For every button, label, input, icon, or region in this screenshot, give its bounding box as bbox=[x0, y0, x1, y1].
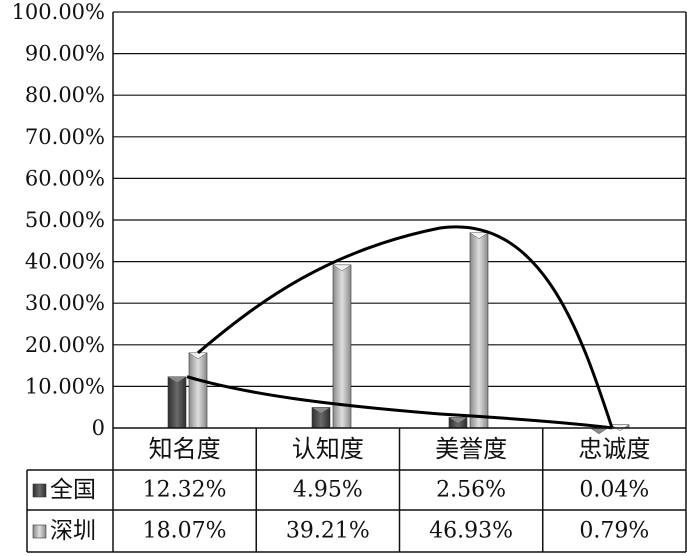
x-tick-label: 认知度 bbox=[292, 435, 364, 463]
legend-label: 深圳 bbox=[50, 518, 96, 544]
data-table-value: 12.32% bbox=[143, 478, 227, 503]
bar-cap bbox=[167, 376, 187, 384]
bar-national bbox=[167, 376, 187, 429]
gridlines bbox=[113, 11, 686, 387]
y-tick-label: 40.00% bbox=[25, 250, 105, 274]
y-tick-label: 70.00% bbox=[25, 125, 105, 149]
legend-swatch bbox=[32, 483, 47, 498]
trend-curve-national bbox=[186, 375, 613, 430]
data-table-value: 0.79% bbox=[579, 519, 649, 544]
trend-curves bbox=[186, 225, 614, 430]
y-tick-label: 100.00% bbox=[12, 0, 105, 24]
data-table-value: 4.95% bbox=[293, 478, 363, 503]
y-tick-label: 90.00% bbox=[25, 42, 105, 66]
legend-swatch bbox=[32, 524, 47, 539]
y-tick-label: 20.00% bbox=[25, 333, 105, 357]
bar-shenzhen bbox=[469, 232, 489, 429]
bar-cap bbox=[469, 232, 489, 240]
x-tick-label: 知名度 bbox=[149, 435, 221, 463]
y-tick-label: 80.00% bbox=[25, 83, 105, 107]
y-tick-label: 0 bbox=[92, 416, 105, 440]
data-table-value: 2.56% bbox=[436, 478, 506, 503]
y-tick-label: 30.00% bbox=[25, 291, 105, 315]
bar-shenzhen bbox=[188, 352, 208, 429]
trend-curve-shenzhen bbox=[197, 225, 614, 429]
bars bbox=[167, 232, 630, 435]
bar-cap bbox=[311, 407, 331, 414]
x-tick-label: 忠诚度 bbox=[578, 435, 650, 463]
legend-label: 全国 bbox=[50, 477, 96, 503]
bar-cap bbox=[332, 264, 352, 272]
y-tick-label: 50.00% bbox=[25, 208, 105, 232]
bar-cap bbox=[188, 352, 208, 360]
data-table-value: 46.93% bbox=[429, 519, 513, 544]
x-tick-label: 美誉度 bbox=[435, 435, 507, 463]
y-tick-label: 10.00% bbox=[25, 374, 105, 398]
bar-cap bbox=[448, 417, 468, 424]
y-axis: 0 10.00% 20.00% 30.00% 40.00% 50.00% 60.00% 70.… bbox=[12, 0, 687, 440]
data-table-value: 0.04% bbox=[579, 478, 649, 503]
y-tick-label: 60.00% bbox=[25, 166, 105, 190]
data-table-value: 39.21% bbox=[286, 519, 370, 544]
data-table-value: 18.07% bbox=[143, 519, 227, 544]
